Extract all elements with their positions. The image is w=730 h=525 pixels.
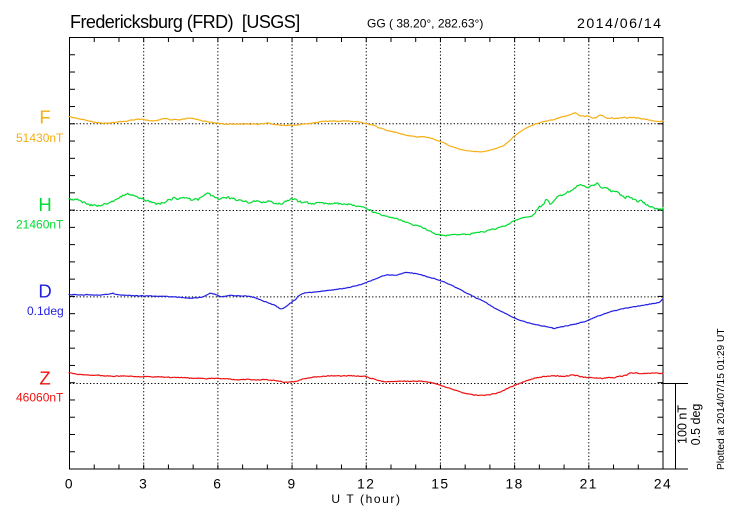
svg-text:Plotted at 2014/07/15 01:29 UT: Plotted at 2014/07/15 01:29 UT [716,328,727,470]
svg-text:6: 6 [213,477,222,492]
svg-text:21: 21 [580,477,598,492]
svg-text:0.5 deg: 0.5 deg [689,404,703,446]
svg-text:24: 24 [654,477,672,492]
svg-text:18: 18 [505,477,523,492]
svg-text:15: 15 [431,477,449,492]
svg-text:3: 3 [139,477,148,492]
svg-text:0: 0 [65,477,74,492]
svg-text:H: H [38,194,51,215]
svg-text:GG ( 38.20°, 282.63°): GG ( 38.20°, 282.63°) [367,17,483,31]
svg-text:51430nT: 51430nT [16,131,64,145]
svg-text:12: 12 [357,477,375,492]
svg-text:21460nT: 21460nT [16,218,64,232]
svg-text:46060nT: 46060nT [16,391,64,405]
svg-text:100 nT: 100 nT [676,405,690,444]
svg-text:F: F [39,107,50,128]
svg-text:D: D [38,280,51,301]
svg-text:2014/06/14: 2014/06/14 [577,16,663,32]
svg-text:Z: Z [39,367,50,388]
svg-text:Fredericksburg (FRD) [USGS]: Fredericksburg (FRD) [USGS] [70,12,300,32]
svg-text:U T (hour): U T (hour) [331,492,401,506]
svg-text:0.1deg: 0.1deg [27,304,64,318]
svg-text:9: 9 [287,477,296,492]
